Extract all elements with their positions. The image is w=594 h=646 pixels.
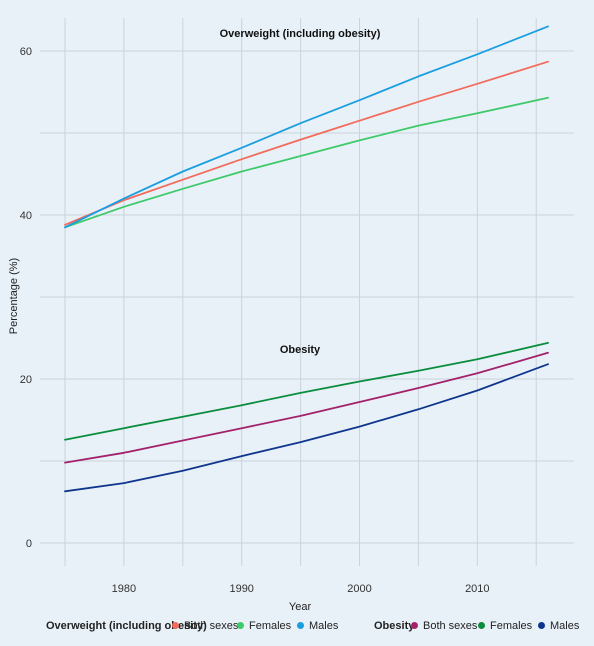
x-tick-label: 2010 xyxy=(465,583,489,595)
x-tick-label: 1980 xyxy=(112,583,136,595)
legend-item-obesity-both-sexes: Both sexes xyxy=(411,620,477,632)
y-tick-label: 0 xyxy=(26,538,32,550)
legend-swatch xyxy=(538,622,545,629)
x-tick-label: 2000 xyxy=(347,583,371,595)
legend-item-overweight-males: Males xyxy=(297,620,338,632)
legend-item-obesity-males: Males xyxy=(538,620,579,632)
series-line-overweight-females xyxy=(64,96,549,229)
legend-label: Both sexes xyxy=(184,620,239,632)
series-line-overweight-males xyxy=(64,25,549,229)
series-line-obesity-both-sexes xyxy=(64,351,549,464)
legend-group-overweight: Overweight (including obesity) xyxy=(46,620,207,632)
legend-label: Males xyxy=(550,620,580,632)
legend-swatch xyxy=(297,622,304,629)
x-axis-ticks: 1980 1990 2000 2010 xyxy=(112,583,490,595)
legend-item-overweight-both-sexes: Both sexes xyxy=(172,620,238,632)
y-tick-label: 40 xyxy=(20,210,32,222)
legend-item-overweight-females: Females xyxy=(237,620,291,632)
series-line-obesity-males xyxy=(64,363,549,493)
legend-label: Both sexes xyxy=(423,620,478,632)
y-axis-ticks: 0 20 40 60 xyxy=(20,46,32,550)
panel-label-obesity: Obesity xyxy=(280,344,321,356)
y-tick-label: 20 xyxy=(20,374,32,386)
x-tick-label: 1990 xyxy=(229,583,253,595)
legend-group-obesity: Obesity xyxy=(374,620,415,632)
legend-label: Females xyxy=(490,620,533,632)
y-axis-title: Percentage (%) xyxy=(8,258,20,334)
series-lines xyxy=(64,25,549,493)
x-axis-title: Year xyxy=(289,601,312,613)
legend-label: Males xyxy=(309,620,339,632)
legend: Overweight (including obesity) Both sexe… xyxy=(0,618,594,638)
legend-label: Females xyxy=(249,620,292,632)
legend-swatch xyxy=(237,622,244,629)
series-line-overweight-both-sexes xyxy=(64,60,549,226)
panel-label-overweight: Overweight (including obesity) xyxy=(220,28,381,40)
legend-swatch xyxy=(172,622,179,629)
grid xyxy=(40,18,574,566)
legend-swatch xyxy=(478,622,485,629)
legend-swatch xyxy=(411,622,418,629)
series-line-obesity-females xyxy=(64,341,549,441)
legend-item-obesity-females: Females xyxy=(478,620,532,632)
y-tick-label: 60 xyxy=(20,46,32,58)
